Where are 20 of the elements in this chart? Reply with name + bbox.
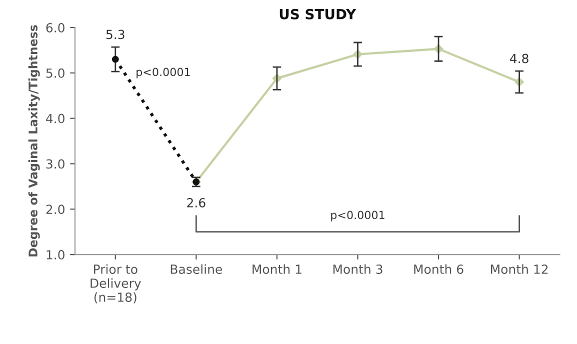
x-tick-label: Month 3: [333, 264, 382, 274]
point: [112, 56, 119, 63]
y-tick-label: 4.0: [46, 114, 64, 124]
data-label: 4.8: [510, 54, 528, 64]
y-tick-label: 6.0: [46, 22, 64, 32]
x-tick-label: Prior to Delivery (n=18): [90, 264, 141, 304]
x-tick-label: Baseline: [170, 264, 222, 274]
y-tick-label: 3.0: [46, 159, 64, 169]
x-tick-label: Month 12: [491, 264, 548, 274]
x-tick-label: Month 1: [252, 264, 302, 274]
annotation: p<0.0001: [331, 210, 384, 222]
y-tick-label: 1.0: [46, 250, 64, 260]
y-tick-label: 5.0: [46, 68, 64, 78]
x-tick-label: Month 6: [414, 264, 464, 274]
y-axis-title: Degree of Vaginal Laxity/Tightness: [28, 25, 40, 256]
chart-title: US STUDY: [280, 8, 356, 20]
annotation: p<0.0001: [136, 68, 190, 78]
data-label: 5.3: [106, 30, 124, 40]
y-tick-label: 2.0: [46, 204, 64, 214]
data-label: 2.6: [187, 198, 206, 208]
